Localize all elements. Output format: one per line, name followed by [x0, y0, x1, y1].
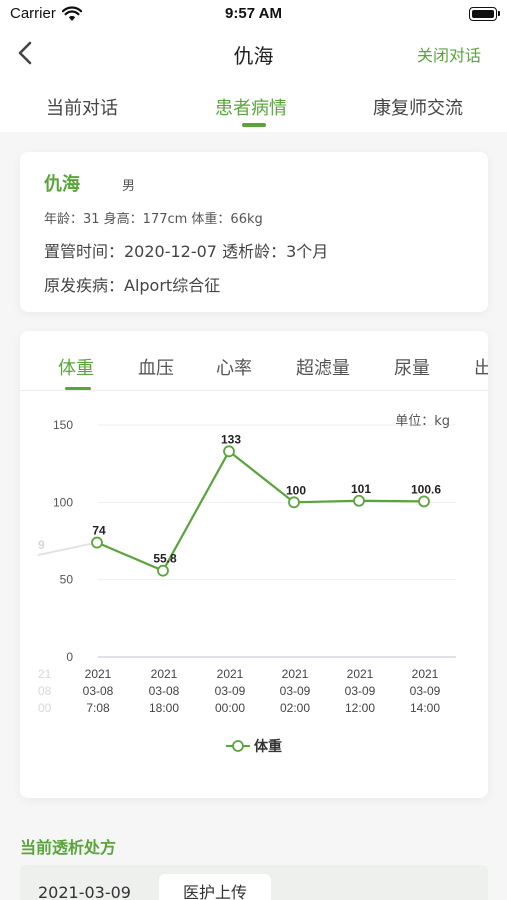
data-point — [288, 496, 300, 509]
y-tick-label: 150 — [53, 418, 73, 432]
unit-label: 单位：kg — [395, 414, 450, 429]
x-tick-label: 03-08 — [83, 684, 114, 698]
carrier-label: Carrier — [10, 5, 56, 22]
offscreen-line-segment — [37, 541, 98, 556]
chart-tab-ultrafiltration[interactable]: 超滤量 — [296, 358, 350, 379]
legend-label: 体重 — [254, 738, 282, 755]
data-point — [223, 445, 235, 458]
chart-active-tab-indicator — [65, 387, 91, 390]
weight-series-line — [96, 450, 425, 572]
chart-tab-urine-volume[interactable]: 尿量 — [394, 358, 430, 379]
x-tick-label: 2021 — [347, 667, 374, 681]
offscreen-x-tick-label: 08 — [38, 684, 52, 698]
y-tick-label: 100 — [53, 495, 73, 509]
patient-basic-info: 年龄：31 身高：177cm 体重：66kg — [44, 212, 263, 227]
chart-tab-blood-pressure[interactable]: 血压 — [138, 358, 174, 379]
prescription-row: 2021-03-09 医护上传 — [20, 865, 488, 900]
x-tick-label: 03-09 — [280, 684, 311, 698]
section-title-current-prescription: 当前透析处方 — [20, 838, 117, 857]
top-tabs: 当前对话 患者病情 康复师交流 — [0, 76, 507, 132]
x-tick-label: 2021 — [412, 667, 439, 681]
x-tick-label: 2021 — [151, 667, 178, 681]
x-tick-label: 12:00 — [345, 701, 375, 715]
chart-tab-output[interactable]: 出 — [474, 354, 488, 380]
close-conversation-button[interactable]: 关闭对话 — [416, 46, 481, 65]
tab-patient-condition[interactable]: 患者病情 — [215, 98, 287, 119]
x-tick-label: 14:00 — [410, 701, 440, 715]
data-point — [91, 536, 103, 549]
prescription-date: 2021-03-09 — [38, 883, 131, 900]
data-label: 133 — [221, 432, 241, 446]
tube-placement-info: 置管时间：2020-12-07 透析龄：3个月 — [44, 242, 329, 261]
data-label: 55.8 — [153, 552, 177, 566]
weight-line-chart: 0 50 100 150 单位：kg 9 21 08 00 74 55.8 133 100 101 100.… — [37, 414, 456, 755]
x-tick-label: 2021 — [217, 667, 244, 681]
x-tick-label: 03-09 — [410, 684, 441, 698]
active-tab-indicator — [242, 123, 266, 127]
x-tick-label: 2021 — [282, 667, 309, 681]
legend-marker — [232, 740, 244, 752]
back-arrow-icon[interactable] — [14, 40, 38, 66]
navigation-bar: 仇海 关闭对话 — [0, 30, 507, 76]
primary-disease-info: 原发疾病：Alport综合征 — [44, 276, 221, 295]
medical-upload-button[interactable]: 医护上传 — [159, 874, 271, 900]
offscreen-value-label: 9 — [38, 538, 45, 552]
y-tick-label: 50 — [60, 573, 74, 587]
wifi-icon — [62, 6, 82, 21]
x-tick-label: 00:00 — [215, 701, 245, 715]
tab-therapist-communication[interactable]: 康复师交流 — [373, 98, 463, 119]
x-tick-label: 7:08 — [86, 701, 110, 715]
chart-tab-weight[interactable]: 体重 — [58, 358, 94, 379]
x-tick-label: 2021 — [85, 667, 112, 681]
x-tick-label: 03-08 — [149, 684, 180, 698]
patient-gender: 男 — [122, 179, 136, 194]
y-tick-label: 0 — [66, 650, 73, 664]
chart-tab-heart-rate[interactable]: 心率 — [216, 358, 252, 379]
offscreen-x-tick-label: 21 — [38, 667, 52, 681]
data-label: 101 — [351, 482, 371, 496]
data-label: 100.6 — [411, 482, 441, 496]
battery-icon — [469, 7, 500, 21]
patient-info-card: 仇海 男 年龄：31 身高：177cm 体重：66kg 置管时间：2020-12… — [20, 152, 488, 312]
x-tick-label: 02:00 — [280, 701, 310, 715]
data-label: 74 — [92, 524, 106, 538]
page-title: 仇海 — [233, 44, 274, 68]
x-tick-label: 18:00 — [149, 701, 179, 715]
chart-tabs: 体重 血压 心率 超滤量 尿量 出 — [20, 331, 488, 391]
x-tick-label: 03-09 — [215, 684, 246, 698]
vitals-chart-card: 体重 血压 心率 超滤量 尿量 出 0 50 100 150 单位：kg 9 21 08 00 7… — [20, 331, 488, 798]
status-bar: Carrier 9:57 AM — [0, 0, 507, 30]
data-point — [353, 494, 365, 507]
clock: 9:57 AM — [225, 5, 282, 22]
data-point — [418, 495, 430, 508]
data-label: 100 — [286, 483, 306, 497]
tab-current-conversation[interactable]: 当前对话 — [46, 98, 118, 119]
offscreen-x-tick-label: 00 — [38, 701, 52, 715]
x-tick-label: 03-09 — [345, 684, 376, 698]
patient-name: 仇海 — [44, 174, 80, 195]
data-point — [157, 564, 169, 577]
